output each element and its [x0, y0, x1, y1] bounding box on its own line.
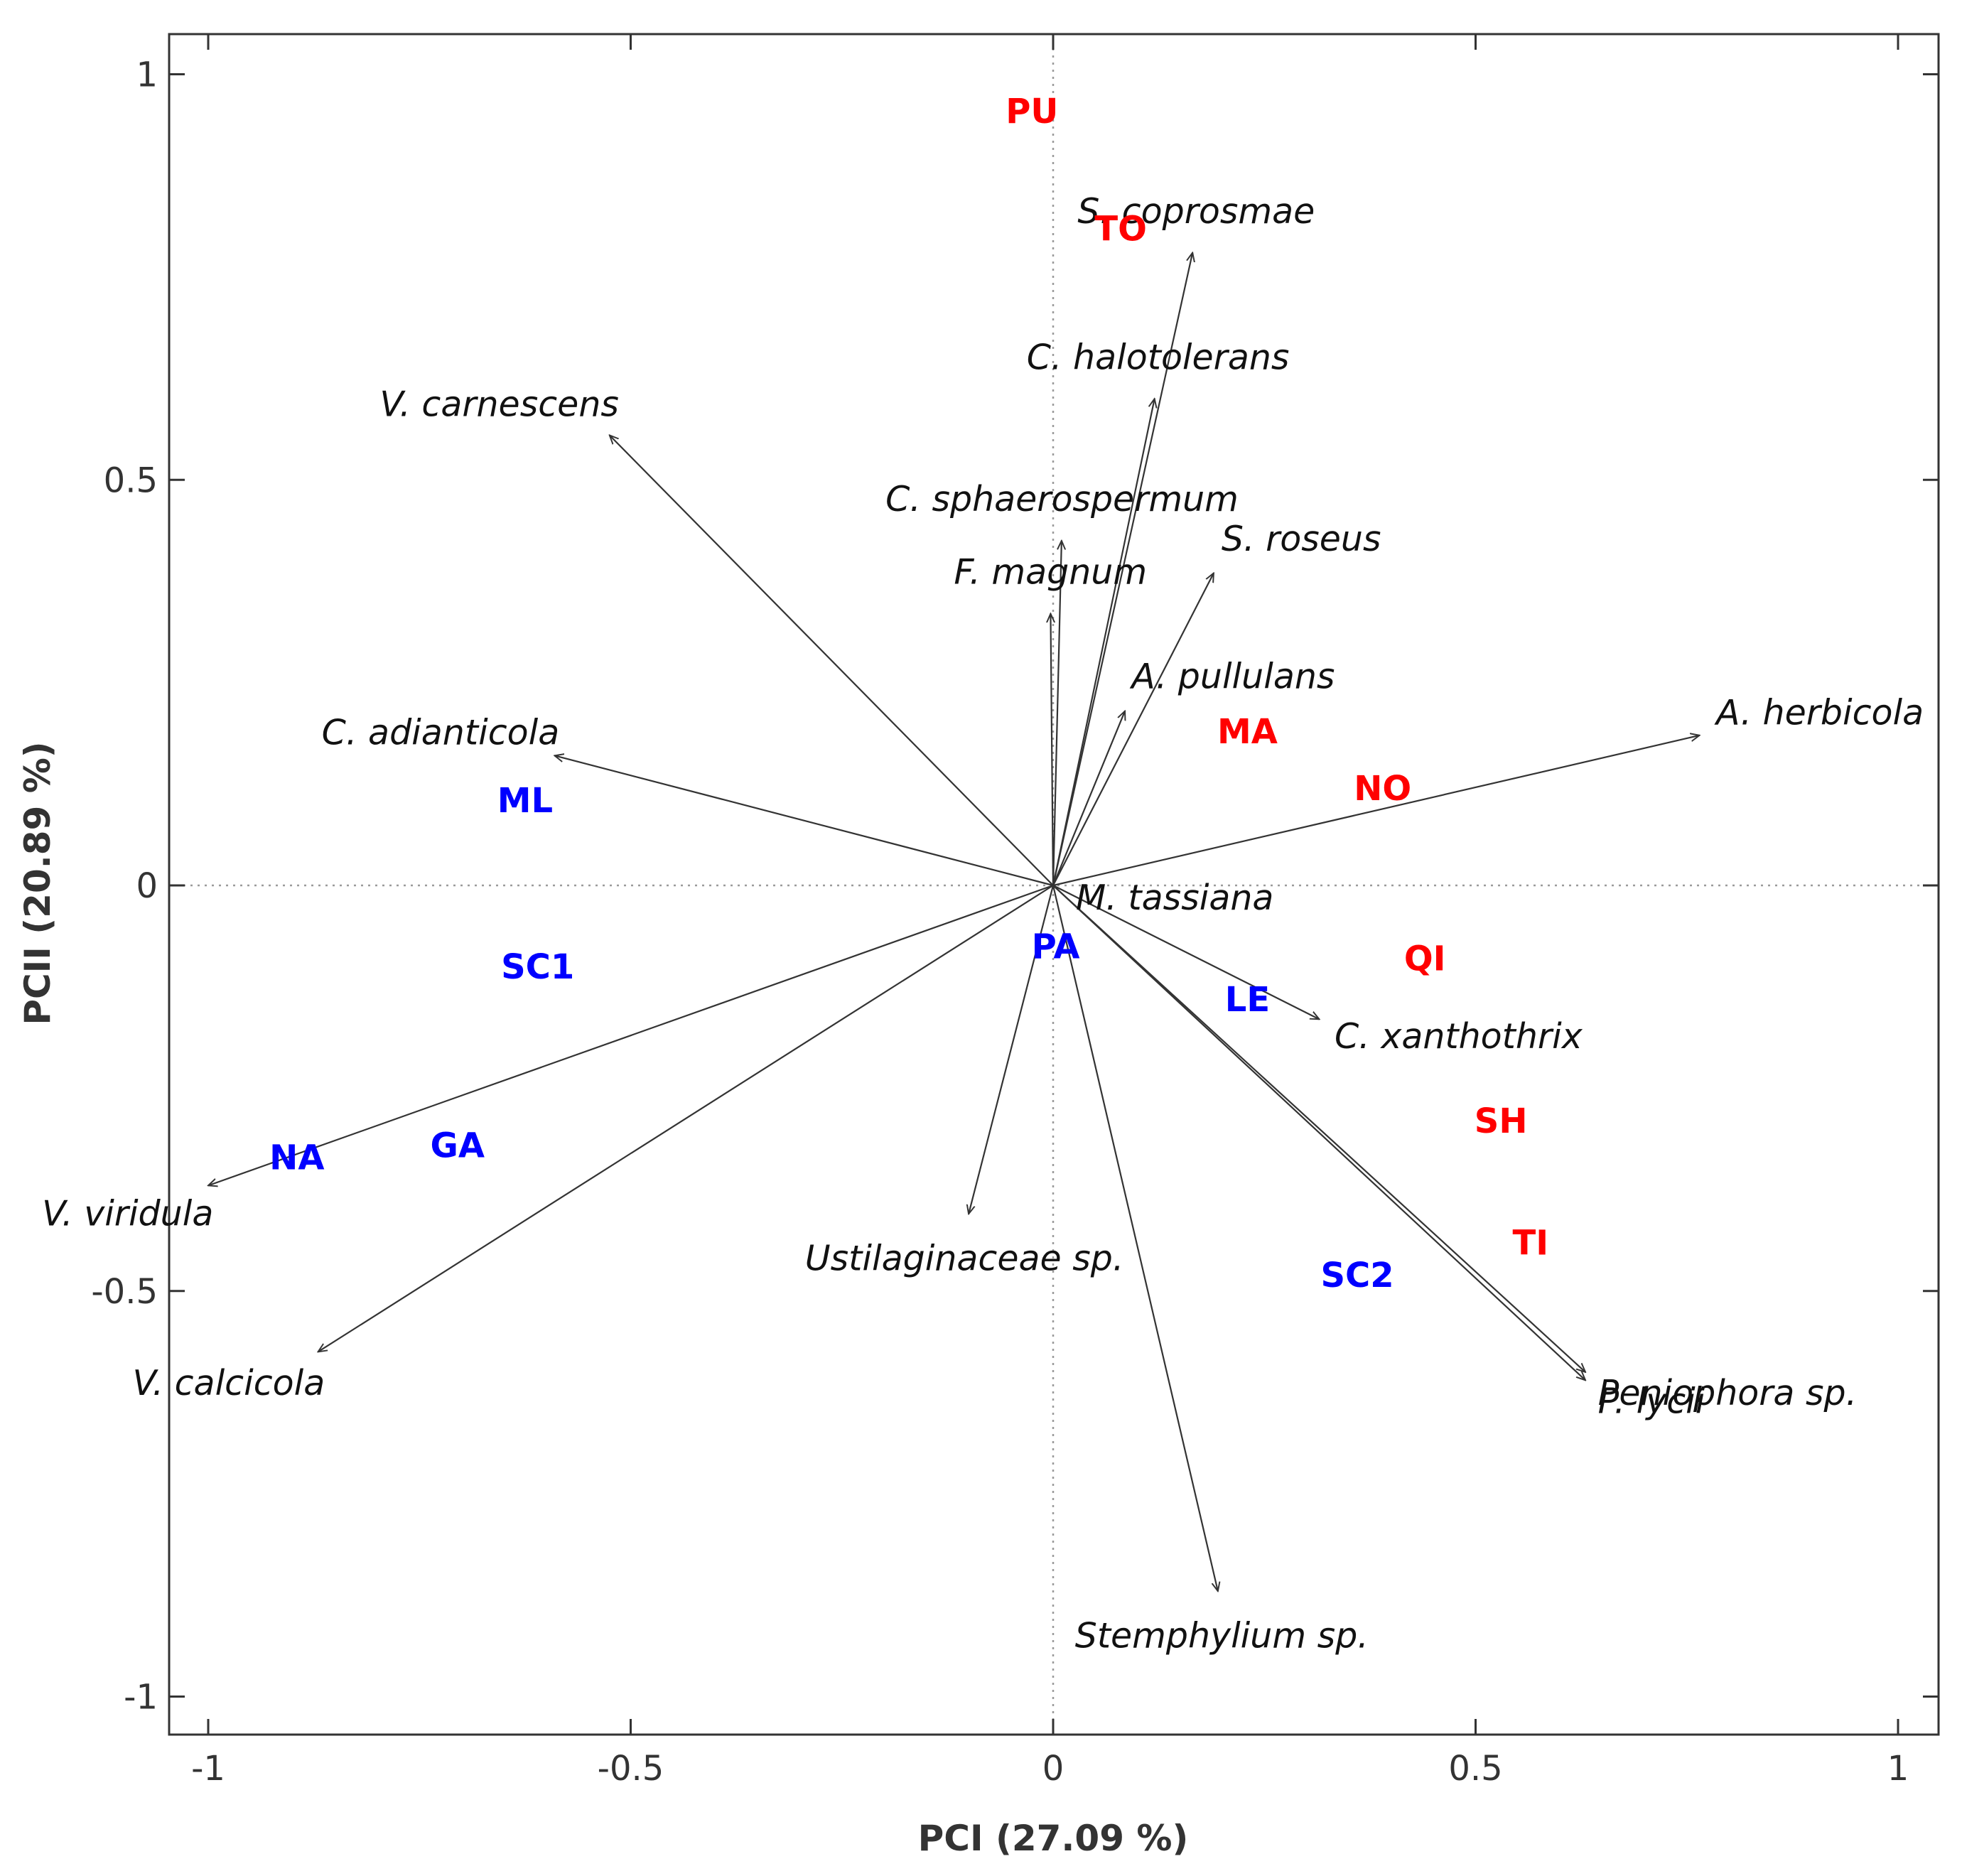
loading-arrow: [1052, 541, 1062, 886]
species-label: C. adianticola: [322, 712, 560, 753]
x-axis-title: PCI (27.09 %): [918, 1818, 1189, 1859]
species-label: Peniophora sp.: [1598, 1373, 1857, 1413]
y-tick-label: -0.5: [91, 1272, 158, 1312]
loading-arrow: [1052, 885, 1320, 1019]
y-tick-label: 1: [136, 55, 158, 95]
site-label-blue: SC2: [1320, 1256, 1394, 1295]
site-label-red: PU: [1006, 92, 1058, 131]
species-label: C. sphaerospermum: [885, 479, 1239, 519]
species-label: P. lycii: [1598, 1381, 1705, 1422]
species-label: V. viridula: [42, 1193, 213, 1234]
species-label: Ustilaginaceae sp.: [805, 1239, 1124, 1279]
site-label-blue: SC1: [501, 947, 574, 987]
y-axis-title: PCII (20.89 %): [17, 741, 58, 1025]
species-label: C. xanthothrix: [1335, 1016, 1583, 1057]
species-label: S. roseus: [1222, 519, 1381, 559]
species-label: F. magnum: [954, 552, 1147, 593]
loading-arrow: [1052, 711, 1125, 886]
loading-arrow: [1052, 885, 1585, 1380]
loading-arrow: [969, 885, 1055, 1214]
site-label-blue: NA: [269, 1138, 324, 1177]
loading-arrow: [208, 884, 1054, 1185]
species-label: A. pullulans: [1129, 656, 1335, 696]
species-label: V. calcicola: [133, 1363, 325, 1403]
loading-arrow: [1052, 885, 1585, 1372]
site-label-red: TO: [1094, 209, 1147, 249]
loading-arrow: [1052, 399, 1155, 886]
x-tick-label: 1: [1887, 1749, 1909, 1789]
site-label-red: MA: [1217, 712, 1278, 752]
species-label: A. herbicola: [1714, 692, 1924, 733]
loading-arrow: [1052, 573, 1214, 886]
y-tick-label: 0.5: [104, 460, 158, 500]
x-tick-label: 0: [1042, 1749, 1064, 1789]
site-label-red: SH: [1475, 1101, 1528, 1141]
species-label: C. halotolerans: [1027, 338, 1290, 378]
species-label: Stemphylium sp.: [1075, 1615, 1369, 1656]
loading-arrow: [1052, 885, 1218, 1591]
x-tick-label: -0.5: [598, 1749, 664, 1789]
site-label-red: QI: [1404, 939, 1446, 979]
loading-arrow: [1050, 614, 1053, 886]
species-label: S. coprosmae: [1077, 191, 1315, 232]
loading-arrow: [554, 755, 1054, 887]
species-label: V. carnescens: [379, 384, 619, 424]
site-label-blue: ML: [497, 781, 553, 821]
x-tick-label: -1: [191, 1749, 225, 1789]
site-label-blue: LE: [1225, 980, 1270, 1020]
site-label-red: NO: [1354, 769, 1411, 809]
loading-arrow: [318, 885, 1054, 1352]
loading-arrow: [610, 435, 1054, 886]
site-label-red: TI: [1512, 1223, 1548, 1263]
x-tick-label: 0.5: [1448, 1749, 1502, 1789]
species-label: M. tassiana: [1076, 878, 1273, 918]
loading-arrow: [1052, 735, 1700, 887]
y-tick-label: -1: [124, 1678, 158, 1718]
site-label-blue: GA: [430, 1126, 485, 1165]
y-tick-label: 0: [136, 866, 158, 906]
loading-arrow: [1052, 253, 1192, 886]
site-label-blue: PA: [1032, 927, 1080, 967]
